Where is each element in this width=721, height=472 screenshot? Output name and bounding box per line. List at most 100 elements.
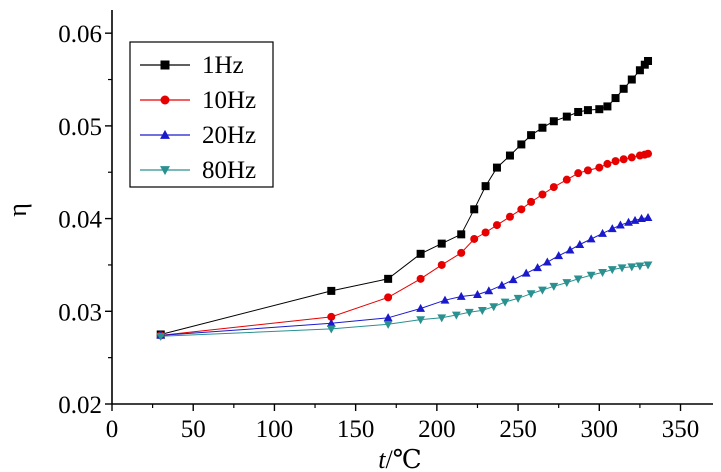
data-point (573, 275, 583, 284)
legend-label: 1Hz (202, 52, 244, 79)
data-point (440, 295, 450, 304)
data-point (627, 75, 636, 84)
ticks: 0 50 100 150 200 250 300 350 0.02 0.03 0.04 0.05 0.0… (58, 21, 699, 443)
data-point (327, 286, 336, 295)
data-point (481, 182, 490, 191)
legend-entry: 80Hz (140, 157, 256, 184)
legend-label: 20Hz (202, 122, 256, 149)
data-point (451, 311, 461, 320)
series-layer (156, 56, 653, 341)
legend-box (129, 41, 274, 188)
x-axis-title: t/℃ (378, 445, 422, 472)
data-point (635, 262, 645, 271)
data-point (497, 280, 507, 289)
data-point (575, 239, 585, 248)
axes (111, 10, 713, 405)
data-point (457, 230, 466, 239)
data-point (643, 213, 653, 222)
data-point (508, 275, 518, 284)
data-point (586, 234, 596, 243)
data-point (527, 197, 536, 206)
data-point (583, 166, 592, 175)
data-point (505, 212, 514, 221)
data-point (607, 224, 617, 233)
x-tick-label: 50 (181, 416, 206, 443)
x-tick-label: 300 (581, 416, 619, 443)
data-point (562, 175, 571, 184)
data-point (603, 159, 612, 168)
y-axis-title: η (3, 203, 32, 217)
data-point (538, 123, 547, 132)
data-point (437, 239, 446, 248)
data-point (616, 220, 625, 229)
data-point (562, 279, 572, 288)
data-point (619, 155, 628, 164)
data-point (635, 66, 644, 75)
x-tick-label: 250 (499, 416, 537, 443)
x-axis-title-var: t (378, 445, 386, 472)
y-tick-label: 0.04 (58, 207, 102, 234)
data-point (611, 157, 620, 166)
data-point (549, 282, 559, 291)
y-tick-label: 0.06 (58, 21, 102, 48)
legend-entry: 20Hz (140, 122, 256, 149)
x-tick-label: 350 (662, 416, 700, 443)
data-point (574, 169, 583, 178)
data-point (542, 257, 552, 266)
data-point (383, 313, 393, 322)
data-point (500, 298, 510, 307)
data-point (470, 205, 479, 214)
data-point (473, 290, 482, 299)
legend-marker (160, 129, 170, 139)
data-point (607, 266, 617, 275)
data-point (627, 263, 637, 272)
data-point (549, 183, 558, 192)
y-tick-label: 0.05 (58, 114, 102, 141)
series-20Hz (156, 213, 653, 339)
legend-entry: 10Hz (140, 87, 256, 114)
data-point (619, 84, 628, 93)
data-point (481, 228, 490, 237)
x-axis-title-unit: /℃ (385, 445, 421, 472)
legend-marker (160, 60, 170, 70)
data-point (384, 293, 393, 302)
data-point (617, 264, 627, 273)
data-point (416, 249, 425, 258)
data-point (383, 320, 393, 329)
legend-label: 80Hz (202, 157, 256, 184)
series-80Hz (156, 261, 653, 341)
data-point (643, 261, 653, 270)
data-point (574, 107, 583, 116)
data-point (538, 190, 547, 199)
data-point (437, 314, 447, 323)
data-point (326, 325, 336, 334)
data-point (326, 318, 336, 327)
data-point (416, 274, 425, 283)
data-point (489, 303, 499, 312)
data-point (484, 286, 494, 295)
data-point (595, 163, 604, 172)
data-point (554, 251, 564, 260)
data-point (603, 102, 612, 111)
data-point (644, 56, 653, 65)
data-point (562, 112, 571, 121)
data-point (565, 245, 575, 254)
data-point (526, 290, 536, 299)
data-point (598, 228, 607, 237)
data-point (521, 268, 531, 277)
data-point (416, 303, 426, 312)
data-point (527, 131, 536, 140)
data-point (513, 294, 523, 303)
data-point (538, 286, 547, 295)
data-point (637, 213, 646, 222)
data-point (437, 260, 446, 269)
data-point (549, 117, 558, 126)
data-point (384, 274, 393, 283)
data-point (586, 271, 596, 280)
data-point (492, 163, 501, 172)
data-point (505, 151, 514, 160)
data-point (492, 221, 501, 230)
data-point (457, 248, 466, 257)
data-point (517, 140, 526, 149)
